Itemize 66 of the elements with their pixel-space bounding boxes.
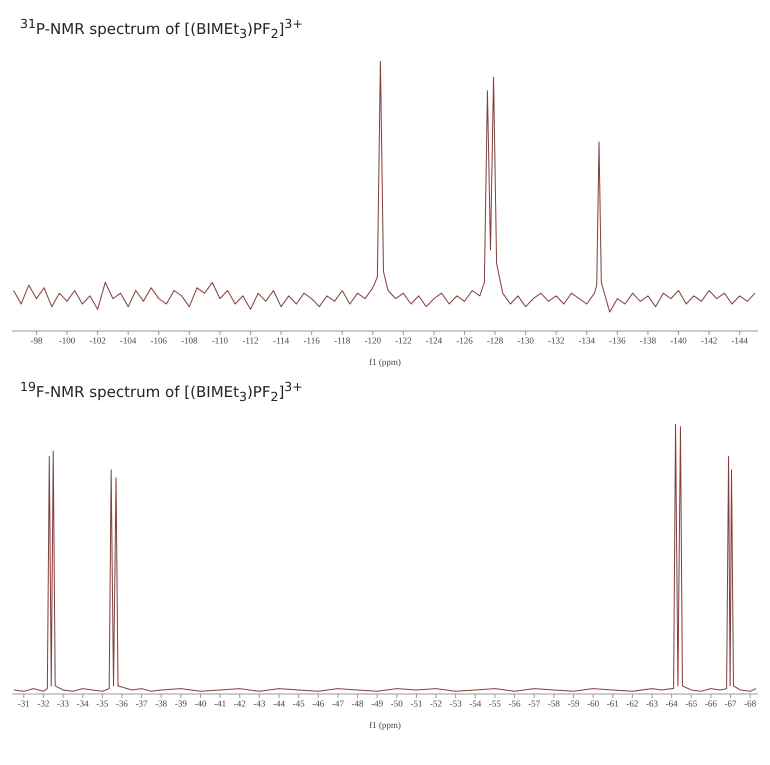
x-tick-label: -59 xyxy=(567,698,580,708)
x-tick-label: -112 xyxy=(242,335,259,346)
x-tick-label: -60 xyxy=(587,698,600,708)
x-tick-label: -102 xyxy=(89,335,106,346)
x-tick-label: -34 xyxy=(76,698,90,708)
x-tick-label: -140 xyxy=(670,335,688,346)
x-tick-label: -53 xyxy=(450,698,462,708)
chart-title: $^{31}$P-NMR spectrum of [(BIMEt$_{3}$)PF$_{2}$]$^{3+}$ xyxy=(19,15,304,41)
x-tick-label: -61 xyxy=(606,698,619,708)
x-tick-label: -130 xyxy=(517,335,534,346)
x-tick-label: -40 xyxy=(194,698,207,708)
x-tick-label: -67 xyxy=(724,698,738,708)
x-tick-label: -118 xyxy=(334,335,351,346)
x-tick-label: -128 xyxy=(486,335,504,346)
x-tick-label: -116 xyxy=(304,335,320,346)
x-tick-label: -33 xyxy=(57,698,70,708)
x-tick-label: -31 xyxy=(18,698,30,708)
x-tick-label: -50 xyxy=(390,698,404,708)
x-tick-label: -122 xyxy=(395,335,412,346)
x-axis-title: f1 (ppm) xyxy=(369,720,401,730)
chart-title: $^{19}$F-NMR spectrum of [(BIMEt$_{3}$)PF$_{2}$]$^{3+}$ xyxy=(19,378,304,404)
x-tick-label: -49 xyxy=(371,698,384,708)
x-tick-label: -43 xyxy=(253,698,266,708)
x-tick-label: -56 xyxy=(508,698,522,708)
x-tick-label: -42 xyxy=(234,698,246,708)
x-tick-label: -58 xyxy=(548,698,560,708)
x-tick-label: -108 xyxy=(181,335,198,346)
x-tick-label: -106 xyxy=(150,335,168,346)
x-tick-label: -65 xyxy=(685,698,698,708)
x-tick-label: -54 xyxy=(469,698,482,708)
x-axis-title: f1 (ppm) xyxy=(369,357,401,367)
x-tick-label: -104 xyxy=(120,335,137,346)
x-tick-label: -35 xyxy=(96,698,109,708)
x-tick-label: -98 xyxy=(30,335,43,346)
x-tick-label: -37 xyxy=(136,698,148,708)
x-tick-label: -57 xyxy=(528,698,541,708)
x-tick-label: -38 xyxy=(155,698,168,708)
x-tick-label: -41 xyxy=(214,698,226,708)
x-tick-label: -52 xyxy=(430,698,442,708)
x-tick-label: -132 xyxy=(548,335,564,346)
x-tick-label: -138 xyxy=(640,335,657,346)
x-tick-label: -62 xyxy=(626,698,638,708)
x-tick-label: -124 xyxy=(426,335,443,346)
x-tick-label: -120 xyxy=(364,335,382,346)
x-tick-label: -48 xyxy=(352,698,364,708)
x-tick-label: -100 xyxy=(58,335,76,346)
x-tick-label: -36 xyxy=(116,698,128,708)
x-tick-label: -55 xyxy=(488,698,502,708)
x-tick-label: -51 xyxy=(410,698,422,708)
x-tick-label: -39 xyxy=(174,698,188,708)
x-tick-label: -63 xyxy=(646,698,658,708)
x-tick-label: -110 xyxy=(212,335,228,346)
x-tick-label: -114 xyxy=(272,335,290,346)
x-tick-label: -66 xyxy=(704,698,718,708)
x-tick-label: -45 xyxy=(292,698,306,708)
x-tick-label: -64 xyxy=(666,698,678,708)
x-tick-label: -134 xyxy=(578,335,596,346)
x-tick-label: -68 xyxy=(744,698,757,708)
x-tick-label: -136 xyxy=(609,335,626,346)
x-tick-label: -126 xyxy=(456,335,474,346)
x-tick-label: -32 xyxy=(37,698,50,708)
x-tick-label: -46 xyxy=(312,698,325,708)
x-tick-label: -144 xyxy=(731,335,748,346)
x-tick-label: -142 xyxy=(700,335,718,346)
x-tick-label: -47 xyxy=(332,698,344,708)
x-tick-label: -44 xyxy=(272,698,286,708)
